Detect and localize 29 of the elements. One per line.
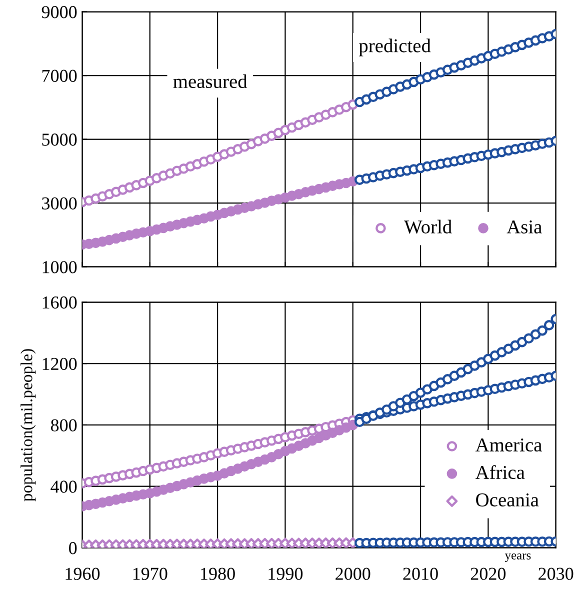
y-tick-label: 1000 bbox=[42, 261, 77, 274]
legend-label: Asia bbox=[506, 220, 542, 234]
point bbox=[537, 325, 548, 336]
y-tick-label: 400 bbox=[50, 480, 77, 493]
x-tick-label: 2010 bbox=[403, 568, 438, 580]
y-tick-label: 7000 bbox=[42, 70, 77, 82]
x-axis-title: years bbox=[504, 553, 531, 562]
annotation: measured bbox=[173, 74, 248, 88]
y-tick-label: 1200 bbox=[42, 358, 77, 370]
legend-label: America bbox=[475, 438, 542, 452]
y-tick-label: 9000 bbox=[42, 6, 77, 18]
x-tick-label: 1990 bbox=[268, 568, 303, 580]
x-tick-label: 2020 bbox=[470, 568, 506, 580]
annotation: predicted bbox=[358, 38, 431, 56]
x-tick-label: 1960 bbox=[66, 568, 100, 580]
legend-label: Oceania bbox=[476, 493, 539, 506]
y-tick-label: 800 bbox=[50, 419, 77, 432]
y-tick-label: 3000 bbox=[42, 197, 77, 210]
y-tick-label: 0 bbox=[69, 542, 77, 554]
point bbox=[544, 320, 554, 330]
x-tick-label: 1980 bbox=[201, 568, 235, 580]
y-tick-label: 5000 bbox=[42, 134, 77, 146]
y-axis-title: population(mil.people) bbox=[20, 349, 36, 502]
x-tick-label: 2000 bbox=[336, 568, 370, 580]
legend-label: World bbox=[404, 220, 452, 234]
x-tick-label: 2030 bbox=[538, 568, 574, 580]
y-tick-label: 1600 bbox=[42, 296, 77, 309]
x-tick-label: 1970 bbox=[133, 568, 168, 580]
legend-label: Africa bbox=[475, 465, 525, 480]
